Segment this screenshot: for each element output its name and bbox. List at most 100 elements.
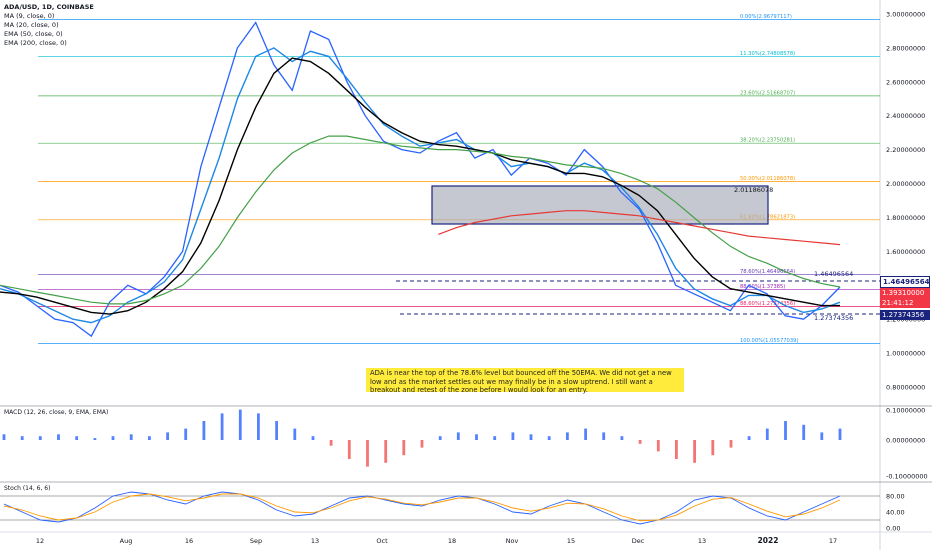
time-tick-label: Nov [506,537,519,545]
price-tick-label: 2.00000000 [886,180,925,188]
macd-bar [784,421,787,440]
indicator-legend[interactable]: ADA/USD, 1D, COINBASE MA (9, close, 0) M… [4,3,94,48]
macd-bar [220,413,224,440]
macd-bar [820,432,824,440]
macd-bar [729,440,733,448]
series-line [0,47,841,324]
macd-bar [620,436,624,440]
macd-bar [93,438,97,440]
stoch-tick-label: 0.00 [886,525,900,533]
stoch-tick-label: 40.00 [886,509,905,517]
macd-bar [675,440,678,459]
level-low-inline: 1.27374356 [814,314,854,322]
macd-pane[interactable]: 0.10000000 0.00000000 -0.10000000 [2,407,928,481]
macd-bar [529,434,533,440]
time-tick-label: 2022 [758,536,779,545]
macd-bar [511,432,515,440]
macd-bar [347,440,351,459]
current-price-tag: 1.39310000 [880,288,930,298]
price-tick-label: 2.80000000 [886,44,925,52]
price-tick-label: 1.00000000 [886,350,925,358]
legend-symbol: ADA/USD, 1D, COINBASE [4,3,94,11]
time-axis[interactable]: 12 Aug 16 Sep 13 Oct 18 Nov 15 Dec 13 2022 17 [36,536,837,545]
macd-bar [438,436,442,440]
macd-bar [802,424,806,440]
macd-bar [2,434,6,440]
macd-bar [566,432,569,440]
fib-label: 38.20%(2.23750281) [740,138,795,144]
macd-bar [184,428,188,440]
time-tick-label: 16 [185,537,193,545]
macd-bar [747,436,751,440]
macd-bar [638,440,642,444]
macd-bar [111,436,115,440]
macd-bar [402,440,406,456]
stoch-tick-label: 80.00 [886,493,905,501]
series-line [0,135,841,305]
macd-bar [656,440,660,452]
time-tick-label: Sep [250,537,262,545]
macd-bar [20,436,24,440]
macd-bar [75,436,79,440]
macd-tick-label: 0.10000000 [886,407,925,415]
time-tick-label: 13 [698,537,706,545]
macd-bar [493,436,497,440]
macd-bar [311,436,315,440]
price-tick-label: 2.60000000 [886,78,925,86]
price-tick-label: 0.80000000 [886,384,925,392]
macd-bar [711,440,715,456]
time-tick-label: 18 [448,537,456,545]
series-line [0,57,840,315]
series-line [0,21,841,338]
fib-label: 88.60%(1.37385) [740,284,785,290]
fib-label: 100.00%(1.05577039) [740,338,798,344]
legend-ema200[interactable]: EMA (200, close, 0) [4,39,67,47]
level-high-inline: 1.46496564 [814,270,854,278]
annotation-note[interactable]: ADA is near the top of the 78.6% level b… [366,368,684,394]
fib-label: 0.00%(2.96797117) [740,14,792,20]
macd-bar [129,434,133,440]
fib-label: 78.60%(1.46496564) [740,269,795,275]
macd-bar [166,432,169,440]
series-line [438,210,841,246]
price-scale-bg[interactable] [880,0,932,550]
macd-bar [384,440,388,463]
stoch-label[interactable]: Stoch (14, 6, 6) [4,485,51,492]
macd-bar [202,421,206,440]
level-low-tag: 1.27374356 [880,310,930,320]
time-tick-label: Dec [632,537,645,545]
macd-bar [765,428,769,440]
macd-bar [547,436,551,440]
macd-bar [475,434,478,440]
resistance-zone[interactable] [431,185,769,225]
macd-bar [602,432,606,440]
macd-bar [420,440,424,448]
time-tick-label: 12 [36,537,44,545]
macd-bar [293,428,297,440]
countdown-tag: 21:41:12 [880,298,930,308]
price-tick-label: 2.40000000 [886,112,925,120]
stoch-line [3,491,841,525]
macd-bar [584,428,587,440]
legend-ma9[interactable]: MA (9, close, 0) [4,12,55,20]
price-tick-label: 1.60000000 [886,248,925,256]
macd-bar [275,421,278,440]
time-tick-label: 15 [567,537,575,545]
macd-bar [838,428,842,440]
price-tick-label: 2.20000000 [886,146,925,154]
legend-ma20[interactable]: MA (20, close, 0) [4,21,59,29]
macd-bar [329,440,333,446]
price-tick-label: 3.00000000 [886,11,925,19]
macd-tick-label: -0.10000000 [886,473,928,481]
macd-tick-label: 0.00000000 [886,437,925,445]
macd-label[interactable]: MACD (12, 26, close, 9, EMA, EMA) [4,409,109,416]
legend-ema50[interactable]: EMA (50, close, 0) [4,30,63,38]
stoch-pane[interactable]: 80.00 40.00 0.00 [0,491,905,533]
fib-label: 11.30%(2.74808578) [740,51,795,57]
macd-bar [257,413,260,440]
price-tick-label: 1.80000000 [886,214,925,222]
macd-bar [38,436,42,440]
macd-bar [148,436,151,440]
